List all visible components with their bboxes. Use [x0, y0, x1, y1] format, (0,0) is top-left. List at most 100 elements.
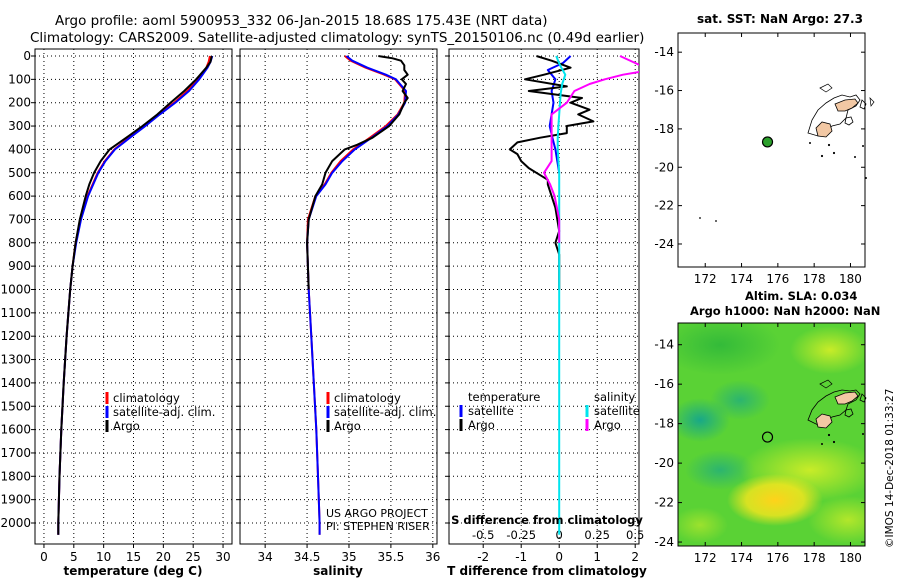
sal-xtick-label: 35.5: [378, 550, 405, 564]
salinity-xlabel: salinity: [313, 564, 363, 578]
depth-tick-label: 500: [8, 166, 31, 180]
sal-xtick-label: 34: [258, 550, 273, 564]
depth-tick-label: 300: [8, 119, 31, 133]
sla-map-frame: [677, 322, 866, 547]
diff-xtick-label: 0: [555, 550, 563, 564]
sla-map-panel: Altim. SLA: 0.034 Argo h1000: NaN h2000:…: [654, 289, 880, 565]
sst-map-xtick-label: 176: [766, 272, 789, 286]
sla-map-argo-position-marker: [761, 431, 774, 443]
sst-map-xtick-label: 172: [694, 272, 717, 286]
sst-map-panel: sat. SST: NaN Argo: 27.3 172 174 176 178 180…: [654, 12, 875, 286]
depth-tick-label: 1500: [0, 399, 31, 413]
depth-tick-label: 200: [8, 96, 31, 110]
difference-legend: temperature satellite Argo salinity sate…: [459, 390, 640, 432]
depth-tick-label: 1100: [0, 306, 31, 320]
sal-series-satellite-adj-clim-: [306, 55, 407, 535]
sal-xtick-label: 35: [341, 550, 356, 564]
sst-map-title: sat. SST: NaN Argo: 27.3: [697, 12, 863, 26]
temp-series-satellite-adj-clim-: [57, 55, 214, 535]
s-diff-tick-label: 0.5: [626, 528, 644, 542]
diff-xtick-label: -1: [515, 550, 527, 564]
s-difference-label: S difference from climatology: [451, 513, 643, 527]
temp-xtick-label: 30: [215, 550, 230, 564]
difference-panel: -2 -1 0 1 2 -0.5 -0.25 0 0.25 0.5 S difference fr…: [445, 48, 647, 578]
depth-tick-label: 2000: [0, 516, 31, 530]
figure-title-line2: Climatology: CARS2009. Satellite-adjuste…: [30, 30, 644, 46]
depth-tick-label: 1900: [0, 493, 31, 507]
sla-heatmap: [678, 323, 865, 546]
sla-map-ytick-label: -16: [654, 377, 674, 391]
depth-tick-label: 1300: [0, 353, 31, 367]
legend-s-sat-label: satellite: [594, 404, 640, 418]
depth-tick-label: 100: [8, 72, 31, 86]
salinity-legend: climatology satellite-adj. clim. Argo: [326, 391, 436, 433]
temp-xtick-label: 25: [186, 550, 201, 564]
sal-series-argo: [306, 55, 409, 290]
legend-t-satellite-label: satellite: [468, 404, 514, 418]
diff-xtick-label: -2: [477, 550, 489, 564]
temp-xtick-label: 10: [96, 550, 111, 564]
sla-map-xtick-label: 178: [803, 551, 826, 565]
legend-satellite-label: satellite-adj. clim.: [113, 405, 215, 419]
temperature-panel: 0 5 10 15 20 25 300100200300400500600700800900…: [0, 48, 233, 578]
diff-series-t-satellite: [546, 55, 572, 173]
credit-line2: PI: STEPHEN RISER: [326, 520, 430, 533]
temp-xtick-label: 5: [70, 550, 78, 564]
sla-map-title: Altim. SLA: 0.034: [745, 289, 857, 303]
sst-map-ytick-label: -16: [654, 84, 674, 98]
temp-xtick-label: 15: [126, 550, 141, 564]
depth-tick-label: 600: [8, 189, 31, 203]
depth-tick-label: 900: [8, 259, 31, 273]
temp-xtick-label: 20: [156, 550, 171, 564]
legend-t-argo-label: Argo: [468, 418, 495, 432]
s-diff-tick-label: 0.25: [584, 528, 610, 542]
depth-tick-label: 700: [8, 212, 31, 226]
sst-map-ytick-label: -22: [654, 199, 674, 213]
sst-map-ytick-label: -14: [654, 45, 674, 59]
sst-map-xtick-label: 174: [730, 272, 753, 286]
legend-s-climatology-label: climatology: [334, 391, 401, 405]
sal-xtick-label: 34.5: [294, 550, 321, 564]
sst-map-ytick-label: -18: [654, 122, 674, 136]
legend-s-satellite-label: satellite-adj. clim.: [334, 405, 436, 419]
t-difference-xlabel: T difference from climatology: [447, 564, 647, 578]
salinity-panel: 34 34.5 35 35.5 36 salinity US ARGO PROJECT …: [236, 48, 440, 578]
sla-map-subtitle: Argo h1000: NaN h2000: NaN: [690, 304, 880, 318]
sst-map-argo-position-marker: [761, 136, 774, 148]
sla-map-xtick-label: 174: [730, 551, 753, 565]
depth-tick-label: 1800: [0, 469, 31, 483]
sla-map-ytick-label: -14: [654, 338, 674, 352]
salinity-axes-frame: [239, 48, 438, 545]
sst-map-frame: [677, 32, 866, 268]
depth-tick-label: 1200: [0, 329, 31, 343]
diff-xtick-label: 1: [593, 550, 601, 564]
sla-map-ytick-label: -20: [654, 456, 674, 470]
temperature-xlabel: temperature (deg C): [64, 564, 203, 578]
sst-map-xtick-label: 180: [839, 272, 862, 286]
sst-map-xtick-label: 178: [803, 272, 826, 286]
legend-temperature-title: temperature: [468, 390, 540, 404]
sal-series-climatology: [306, 55, 407, 535]
diff-xtick-label: 2: [631, 550, 639, 564]
legend-climatology-label: climatology: [113, 391, 180, 405]
depth-tick-label: 800: [8, 236, 31, 250]
sst-map-ytick-label: -20: [654, 160, 674, 174]
imos-stamp: ©IMOS 14-Dec-2018 01:33:27: [884, 389, 896, 548]
temperature-legend: climatology satellite-adj. clim. Argo: [105, 391, 215, 433]
s-diff-tick-label: -0.5: [472, 528, 494, 542]
temp-xtick-label: 0: [40, 550, 48, 564]
diff-series-s-satellite: [555, 55, 567, 535]
sst-map-ytick-label: -24: [654, 237, 674, 251]
temp-series-argo: [57, 55, 213, 535]
legend-salinity-title: salinity: [594, 390, 635, 404]
legend-argo-label: Argo: [113, 419, 140, 433]
sla-map-ytick-label: -18: [654, 417, 674, 431]
depth-tick-label: 400: [8, 142, 31, 156]
legend-s-argo2-label: Argo: [594, 418, 621, 432]
depth-tick-label: 0: [23, 49, 31, 63]
sla-map-xtick-label: 172: [694, 551, 717, 565]
depth-tick-label: 1600: [0, 423, 31, 437]
credit-line1: US ARGO PROJECT: [326, 507, 428, 520]
temp-series-climatology: [57, 55, 211, 535]
